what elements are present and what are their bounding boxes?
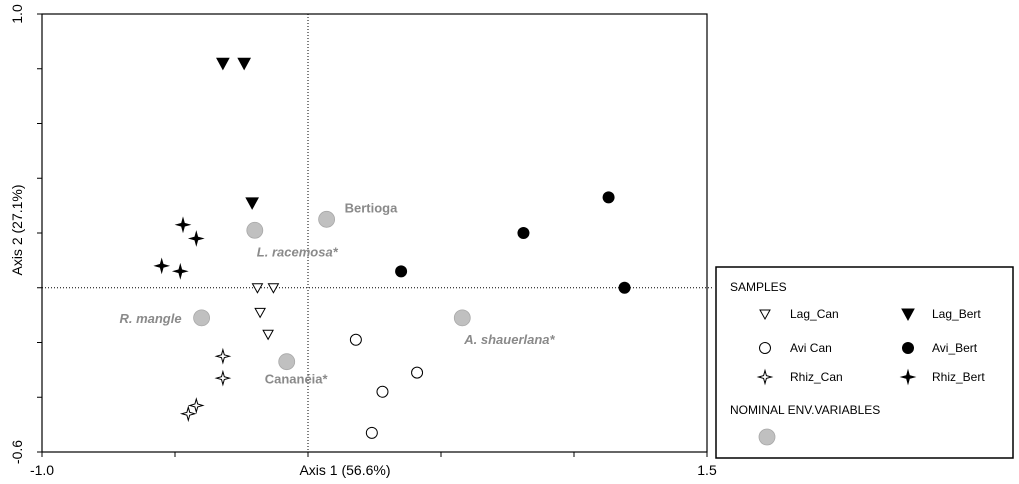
- legend-label: Lag_Can: [790, 307, 839, 321]
- point-lag-bert: [216, 57, 230, 71]
- legend-marker: [759, 342, 771, 354]
- point-avi-bert: [395, 265, 408, 278]
- legend-samples-title: SAMPLES: [730, 280, 787, 294]
- env-variable-label: Bertioga: [345, 200, 399, 215]
- plot-border: [41, 13, 708, 453]
- point-lag-bert: [237, 57, 252, 71]
- legend-box: [715, 266, 1014, 459]
- x-tick-label: -1.0: [30, 462, 54, 478]
- point-avi-can: [349, 333, 362, 346]
- y-tick-label: 1.0: [9, 4, 25, 24]
- env-variable-label: L. racemosa*: [257, 244, 339, 259]
- x-axis-label: Axis 1 (56.6%): [299, 462, 390, 478]
- legend-label: Avi Can: [790, 341, 832, 355]
- point-rhiz-can: [214, 369, 232, 387]
- legend-label: Rhiz_Can: [790, 370, 843, 384]
- env-variable-point: [278, 353, 296, 371]
- legend: SAMPLES NOMINAL ENV.VARIABLES Lag_Can Lag…: [715, 266, 1014, 459]
- legend-marker: [901, 308, 915, 322]
- point-avi-bert: [517, 227, 530, 239]
- plot-frame: [41, 13, 708, 453]
- env-variable-labels: Bertioga L. racemosa* A. shauerlana* R. man…: [119, 200, 555, 386]
- point-lag-can: [267, 283, 280, 294]
- point-avi-can: [365, 426, 378, 439]
- legend-marker-env: [758, 428, 776, 446]
- env-variable-label: A. shauerlana*: [463, 332, 555, 347]
- env-variable-label: R. mangle: [119, 311, 181, 326]
- point-rhiz-bert: [153, 257, 171, 275]
- point-avi-can: [411, 366, 424, 379]
- axis-ticks: [37, 13, 708, 457]
- point-lag-can: [262, 329, 274, 341]
- reference-lines: [42, 14, 712, 452]
- env-variable-point: [453, 309, 471, 327]
- legend-label: Avi_Bert: [932, 341, 978, 355]
- point-lag-can: [251, 283, 264, 294]
- legend-nominal-title: NOMINAL ENV.VARIABLES: [730, 403, 880, 417]
- point-rhiz-can: [179, 405, 197, 423]
- data-points: [153, 57, 631, 439]
- point-rhiz-can: [214, 347, 232, 365]
- env-variable-point: [318, 210, 336, 228]
- legend-label: Lag_Bert: [932, 307, 981, 321]
- env-variable-label: Cananéia*: [265, 372, 329, 387]
- legend-marker: [899, 368, 917, 386]
- point-lag-can: [254, 307, 266, 319]
- env-variable-point: [246, 221, 264, 239]
- point-rhiz-bert: [174, 216, 192, 234]
- x-tick-label: 1.5: [697, 462, 717, 478]
- tick-labels: -1.0 1.5 1.0 -0.6: [9, 4, 717, 478]
- point-avi-bert: [602, 191, 615, 204]
- legend-label: Rhiz_Bert: [932, 370, 985, 384]
- env-variable-point: [193, 309, 211, 327]
- point-rhiz-bert: [187, 230, 205, 247]
- y-axis-label: Axis 2 (27.1%): [9, 184, 25, 275]
- legend-marker: [759, 309, 771, 321]
- legend-marker: [756, 368, 774, 386]
- legend-marker: [902, 342, 914, 354]
- point-avi-can: [376, 385, 389, 398]
- point-rhiz-bert: [171, 262, 189, 280]
- point-lag-bert: [245, 197, 259, 210]
- y-tick-label: -0.6: [9, 440, 25, 464]
- point-avi-bert: [618, 281, 631, 294]
- point-rhiz-can: [187, 397, 205, 414]
- legend-entries: Lag_Can Lag_Bert Avi Can Avi_Bert Rhiz_Can Rh…: [756, 307, 985, 446]
